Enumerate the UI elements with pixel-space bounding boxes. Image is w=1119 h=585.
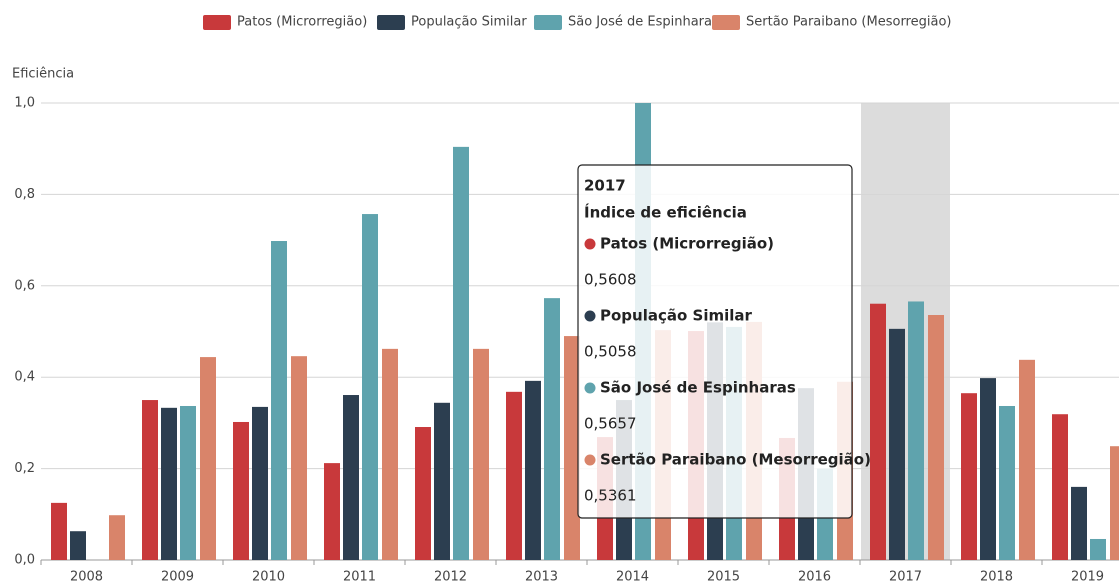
x-tick-label: 2011 [343,570,376,585]
bar [980,378,996,560]
tooltip-heading: Índice de eficiência [584,203,747,222]
bar [1090,538,1106,560]
bar [908,301,924,560]
bar [1110,446,1119,560]
bar [506,391,522,560]
x-tick-label: 2015 [707,570,740,585]
bar [70,531,86,560]
legend-label: Patos (Microrregião) [237,15,367,30]
bar [252,406,268,560]
legend-swatch [377,15,405,30]
bar [889,328,905,560]
tooltip-dot [584,382,596,394]
bar [870,303,886,560]
bar [1019,359,1035,560]
legend-label: Sertão Paraibano (Mesorregião) [746,15,951,30]
bar [525,380,541,560]
y-axis-label: Eficiência [12,67,74,82]
x-tick-label: 2013 [525,570,558,585]
bar [415,427,431,560]
tooltip-value: 0,5058 [584,343,637,361]
bar [180,405,196,560]
x-tick-label: 2012 [434,570,467,585]
bar [453,146,469,560]
bar [271,241,287,560]
bar [161,407,177,560]
tooltip: 2017 Índice de eficiência Patos (Microrreg… [577,164,871,519]
tooltip-series: Patos (Microrregião) [600,235,774,253]
x-tick-label: 2009 [161,570,194,585]
bar [343,395,359,560]
bar [382,348,398,560]
tooltip-series: Sertão Paraibano (Mesorregião) [600,451,871,469]
y-tick-label: 0,8 [14,187,35,202]
bar [362,214,378,560]
tooltip-series: São José de Espinharas [600,379,796,397]
tooltip-dot [584,310,596,322]
legend-swatch [203,15,231,30]
y-tick-label: 0,4 [14,370,35,385]
x-tick-label: 2016 [798,570,831,585]
x-tick-label: 2019 [1071,570,1104,585]
y-tick-label: 0,0 [14,553,35,568]
bar [291,356,307,560]
x-tick-label: 2018 [980,570,1013,585]
x-tick-label: 2014 [616,570,649,585]
tooltip-series: População Similar [600,307,752,325]
tooltip-dot [584,454,596,466]
legend-swatch [534,15,562,30]
bar [961,393,977,560]
tooltip-value: 0,5361 [584,487,637,505]
y-tick-label: 0,6 [14,278,35,293]
tooltip-box [577,164,853,519]
tooltip-value: 0,5608 [584,271,637,289]
bar [473,348,489,560]
bar [109,515,125,560]
legend-label: São José de Espinharas [568,15,719,30]
bar [200,357,216,560]
tooltip-value: 0,5657 [584,415,637,433]
bar [324,463,340,560]
bar [233,421,249,560]
bar [544,298,560,560]
legend-swatch [712,15,740,30]
y-tick-label: 0,2 [14,461,35,476]
bar [564,336,580,560]
legend-label: População Similar [411,15,527,30]
y-tick-label: 1,0 [14,96,35,111]
x-tick-label: 2017 [889,570,922,585]
tooltip-dot [584,238,596,250]
bar [999,405,1015,560]
bar [1071,486,1087,560]
bar [51,502,67,560]
bar [1052,414,1068,560]
x-tick-label: 2008 [70,570,103,585]
bar [142,400,158,560]
bar [928,315,944,560]
bar [434,402,450,560]
x-tick-label: 2010 [252,570,285,585]
tooltip-title: 2017 [584,177,626,195]
